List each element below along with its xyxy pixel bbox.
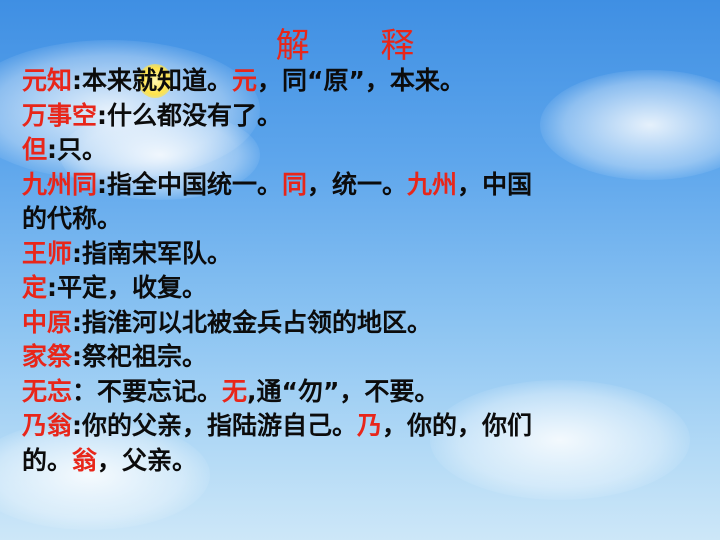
cloud	[60, 110, 260, 200]
definition: :什么都没有了。	[97, 100, 283, 130]
explanation-line: 无忘：不要忘记。无,通“勿”，不要。	[22, 375, 702, 410]
definition: ，你的，你们	[382, 411, 533, 440]
explanation-line: 中原:指淮河以北被金兵占领的地区。	[22, 306, 702, 341]
definition: ,通“勿”，不要。	[247, 376, 440, 406]
explanation-line: 但:只。	[22, 133, 702, 168]
explanation-line: 的。翁，父亲。	[22, 444, 702, 479]
term: 乃翁	[22, 411, 73, 440]
term: 无	[222, 376, 248, 406]
explanation-list: 元知:本来就知道。元，同“原”，本来。 万事空:什么都没有了。 但:只。 九州同…	[22, 64, 702, 478]
slide-title: 解 释	[275, 26, 445, 66]
definition: ：不要忘记。	[72, 376, 223, 406]
definition: :只。	[47, 135, 108, 164]
definition: ，父亲。	[97, 445, 198, 475]
term: 王师	[22, 238, 73, 268]
term: 翁	[72, 445, 98, 475]
definition: :指全中国统一。	[97, 169, 283, 199]
definition: :平定，收复。	[47, 273, 208, 302]
term: 家祭	[22, 342, 73, 371]
explanation-line: 乃翁:你的父亲，指陆游自己。乃，你的，你们	[22, 409, 702, 444]
explanation-line: 的代称。	[22, 202, 702, 237]
explanation-line: 元知:本来就知道。元，同“原”，本来。	[22, 64, 702, 99]
explanation-line: 家祭:祭祀祖宗。	[22, 340, 702, 375]
term: 乃	[357, 411, 383, 440]
explanation-line: 定:平定，收复。	[22, 271, 702, 306]
definition: :指南宋军队。	[72, 238, 233, 268]
term: 元知	[22, 66, 73, 95]
sun-icon	[138, 64, 172, 98]
term: 中原	[22, 307, 73, 337]
term: 定	[22, 273, 48, 302]
definition: ，统一。	[307, 169, 408, 199]
definition: :本来就知道。	[72, 66, 233, 95]
term: 同	[282, 169, 308, 199]
definition: 的代称。	[22, 204, 123, 233]
cloud	[0, 420, 210, 530]
definition: ，同“原”，本来。	[257, 66, 465, 95]
explanation-line: 万事空:什么都没有了。	[22, 99, 702, 134]
explanation-line: 九州同:指全中国统一。同，统一。九州，中国	[22, 168, 702, 203]
cloud	[540, 70, 720, 180]
cloud	[430, 380, 690, 500]
term: 九州	[407, 169, 458, 199]
term: 万事空	[22, 100, 98, 130]
definition: :指淮河以北被金兵占领的地区。	[72, 307, 433, 337]
explanation-line: 王师:指南宋军队。	[22, 237, 702, 272]
term: 元	[232, 66, 258, 95]
definition: :你的父亲，指陆游自己。	[72, 411, 358, 440]
definition: ，中国	[457, 169, 533, 199]
term: 九州同	[22, 169, 98, 199]
term: 但	[22, 135, 48, 164]
term: 无忘	[22, 376, 73, 406]
definition: 的。	[22, 445, 73, 475]
definition: :祭祀祖宗。	[72, 342, 208, 371]
